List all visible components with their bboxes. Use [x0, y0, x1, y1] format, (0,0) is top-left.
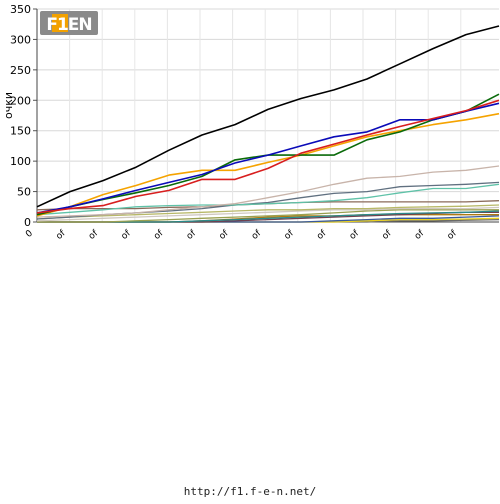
y-tick-label: 350: [10, 3, 31, 16]
x-tick-label: of: [185, 228, 199, 242]
x-tick-label: 0: [24, 228, 35, 240]
series-line-3: [36, 102, 500, 214]
x-tick-label: of: [446, 228, 460, 242]
x-tick-label: of: [283, 228, 297, 242]
y-tick-label: 150: [10, 125, 31, 138]
y-tick-label: 0: [24, 216, 31, 229]
x-tick-label: of: [380, 228, 394, 242]
x-tick-label: of: [413, 228, 427, 242]
series-line-12: [37, 209, 499, 223]
series-line-6: [36, 165, 500, 218]
x-tick-label: of: [315, 228, 329, 242]
y-axis-label: очки: [2, 92, 15, 119]
x-tick-label: of: [54, 228, 68, 242]
x-tick-label: of: [348, 228, 362, 242]
y-tick-label: 50: [17, 186, 31, 199]
y-tick-label: 300: [10, 33, 31, 46]
logo: F1EN: [40, 11, 98, 35]
series-line-2: [36, 99, 500, 214]
series-line-1: [36, 25, 500, 208]
plot-area: [37, 9, 499, 222]
series-line-10: [36, 204, 500, 220]
series-line-5: [36, 112, 500, 217]
x-tick-label: of: [87, 228, 101, 242]
y-tick-label: 100: [10, 155, 31, 168]
x-tick-label: of: [152, 228, 166, 242]
x-tick-label: of: [250, 228, 264, 242]
series-line-11: [36, 206, 500, 222]
series-line-7: [36, 183, 500, 216]
source-url[interactable]: http://f1.f-e-n.net/: [183, 485, 317, 498]
x-tick-label: of: [120, 228, 134, 242]
y-tick-label: 200: [10, 94, 31, 107]
logo-text: F1EN: [46, 15, 91, 35]
y-tick-label: 250: [10, 64, 31, 77]
x-tick-label: of: [217, 228, 231, 242]
